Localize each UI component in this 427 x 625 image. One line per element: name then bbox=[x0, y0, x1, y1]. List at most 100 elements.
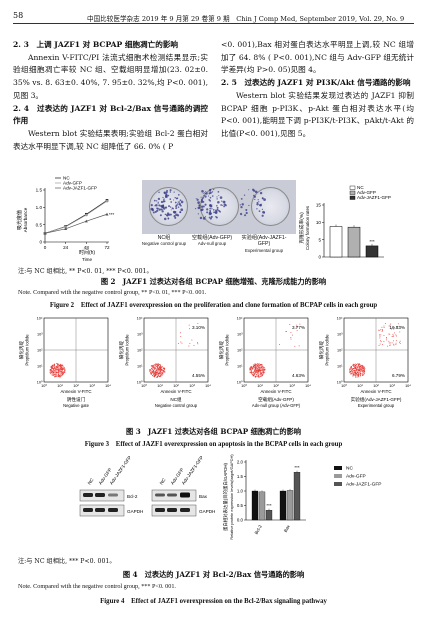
flow-event bbox=[393, 328, 395, 330]
blot-row-gapdh-1: GAPDH bbox=[127, 509, 143, 514]
colony-dot bbox=[205, 191, 207, 193]
flow-event bbox=[156, 372, 158, 373]
flow-event bbox=[59, 367, 61, 369]
flow-event bbox=[351, 367, 352, 369]
flow-event bbox=[257, 365, 259, 367]
flow-event bbox=[62, 372, 63, 373]
flow-event bbox=[55, 368, 56, 370]
flow-event bbox=[258, 370, 260, 372]
flow-event bbox=[60, 365, 62, 367]
flow-event bbox=[362, 371, 364, 373]
flow-event bbox=[279, 344, 280, 345]
growth-point bbox=[105, 212, 109, 216]
flow-event bbox=[257, 370, 259, 372]
flow-event bbox=[258, 376, 260, 378]
plate-label-jazf1-en: Experimental group bbox=[244, 247, 284, 253]
colony-dot bbox=[174, 201, 177, 204]
flow-event bbox=[252, 368, 253, 370]
flow-event bbox=[155, 372, 157, 373]
flow-event bbox=[259, 366, 261, 368]
flow-event bbox=[258, 368, 260, 370]
flow-q2-value: 3.77% bbox=[292, 325, 305, 330]
flow-event bbox=[349, 368, 351, 370]
flow-ytick: 10⁴ bbox=[337, 316, 343, 320]
colony-dot bbox=[178, 201, 180, 203]
flow-event bbox=[350, 373, 352, 375]
flow-event bbox=[260, 366, 262, 368]
flow-event bbox=[164, 367, 166, 369]
flow-event bbox=[360, 364, 362, 366]
flow-event bbox=[357, 375, 359, 377]
flow-ytick: 10² bbox=[237, 348, 243, 352]
growth-ylabel-en: Absorbance bbox=[23, 207, 28, 232]
flow-event bbox=[254, 363, 256, 365]
fig3-caption-zh: 图 3 JAZF1 过表达对各组 BCPAP 细胞凋亡的影响 bbox=[126, 427, 301, 436]
colony-dot bbox=[219, 196, 223, 199]
colony-dot bbox=[253, 195, 256, 198]
clone-legend-swatch bbox=[349, 190, 356, 195]
prot-legend-swatch bbox=[334, 474, 342, 478]
flow-event bbox=[361, 370, 363, 372]
plate-label-gfp-en: Adv-null group bbox=[197, 241, 227, 247]
flow-event bbox=[151, 370, 153, 372]
flow-event bbox=[259, 367, 261, 369]
colony-dot bbox=[219, 211, 221, 213]
flow-event bbox=[162, 373, 163, 374]
flow-event bbox=[350, 368, 351, 370]
blot-bax-band-jazf1 bbox=[180, 492, 190, 498]
flow-event bbox=[250, 368, 251, 370]
flow-event bbox=[261, 368, 263, 370]
flow-event bbox=[154, 371, 156, 373]
flow-event bbox=[56, 366, 58, 368]
flow-event bbox=[60, 375, 62, 376]
flow-event bbox=[362, 365, 364, 367]
flow-event bbox=[252, 366, 254, 368]
flow-event bbox=[161, 368, 163, 370]
flow-event bbox=[64, 371, 66, 373]
flow-event bbox=[52, 371, 53, 372]
colony-dot bbox=[211, 204, 213, 206]
flow-event bbox=[379, 343, 381, 345]
flow-event bbox=[398, 325, 400, 327]
prot-bar-0-2 bbox=[265, 509, 273, 521]
blot-bcl2-band-jazf1 bbox=[108, 493, 118, 497]
flow-event bbox=[299, 323, 301, 325]
flow-event bbox=[53, 371, 55, 373]
colony-dot bbox=[158, 191, 160, 194]
flow-event bbox=[251, 366, 253, 368]
flow-event bbox=[355, 375, 356, 377]
flow-event bbox=[158, 369, 160, 370]
flow-event bbox=[52, 365, 54, 367]
colony-dot bbox=[163, 217, 167, 221]
colony-dot bbox=[208, 212, 212, 216]
flow-event bbox=[60, 366, 62, 368]
flow-event bbox=[156, 370, 158, 372]
flow-event bbox=[57, 372, 59, 374]
flow-event bbox=[362, 371, 364, 373]
journal-title: 中国比较医学杂志 2019 年 9 月第 29 卷第 9 期 Chin J Co… bbox=[87, 15, 405, 23]
flow-event bbox=[160, 372, 162, 374]
colony-dot bbox=[248, 189, 250, 191]
flow-event bbox=[58, 376, 60, 378]
prot-bar-1-2 bbox=[293, 471, 301, 521]
flow-event bbox=[355, 372, 356, 373]
flow-event bbox=[262, 371, 264, 373]
flow-event bbox=[193, 345, 195, 346]
flow-event bbox=[394, 332, 395, 334]
flow-event bbox=[255, 368, 257, 370]
flow-event bbox=[57, 371, 59, 373]
flow-event bbox=[389, 333, 391, 335]
flow-event bbox=[255, 372, 257, 374]
prot-legend-swatch bbox=[334, 482, 342, 486]
flow-event bbox=[163, 371, 165, 373]
fig2-caption-zh: 图 2 JAZF1 过表达对各组 BCPAP 细胞增殖、克隆形成能力的影响 bbox=[100, 277, 327, 286]
blot-gapdh2-band-nc bbox=[155, 508, 165, 512]
clone-ytick-label: 0 bbox=[318, 255, 321, 260]
flow-event bbox=[159, 368, 161, 369]
flow-event bbox=[161, 372, 163, 374]
flow-event bbox=[395, 340, 397, 342]
colony-dot bbox=[239, 212, 243, 216]
colony-dot bbox=[223, 205, 225, 208]
flow-event bbox=[152, 370, 154, 372]
flow-event bbox=[352, 375, 354, 377]
